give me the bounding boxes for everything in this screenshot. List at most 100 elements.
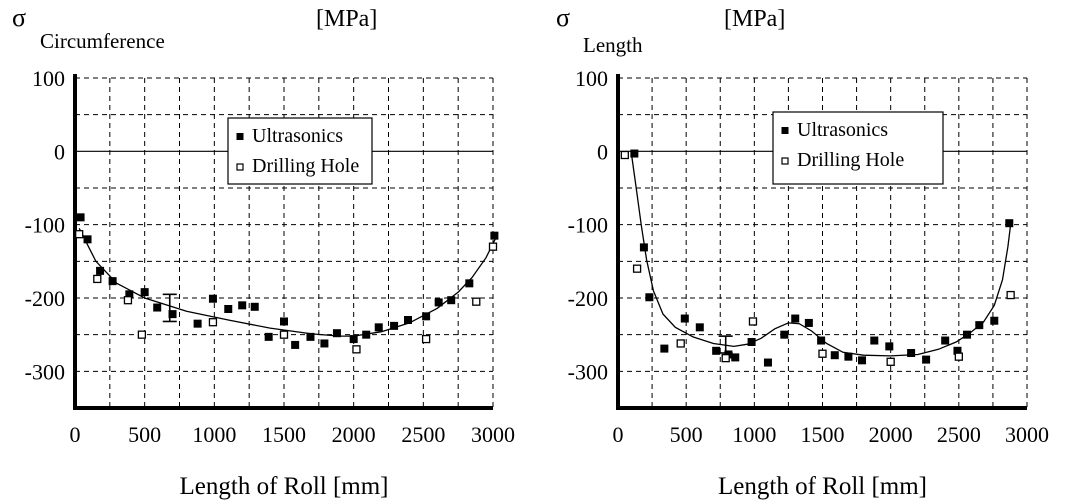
x-tick-label: 1000 xyxy=(192,422,236,447)
data-point-ultrasonics xyxy=(238,301,247,310)
data-point-ultrasonics xyxy=(349,335,358,344)
data-point-drilling-hole xyxy=(488,242,498,251)
x-tick-label: 2000 xyxy=(869,422,913,447)
fit-curve xyxy=(630,154,1012,357)
data-point-drilling-hole xyxy=(721,353,730,363)
data-point-ultrasonics xyxy=(362,330,371,339)
data-point-drilling-hole xyxy=(676,339,685,348)
data-point-ultrasonics xyxy=(422,312,431,321)
x-tick-label: 1500 xyxy=(801,422,845,447)
data-point-ultrasonics xyxy=(465,279,474,288)
data-point-ultrasonics xyxy=(941,336,950,345)
data-point-ultrasonics xyxy=(250,302,259,311)
x-tick-label: 500 xyxy=(128,422,161,447)
y-tick-label: -200 xyxy=(568,286,608,311)
data-point-drilling-hole xyxy=(137,330,147,339)
legend-marker-drilling-hole xyxy=(781,157,789,165)
data-point-ultrasonics xyxy=(780,330,789,339)
data-point-ultrasonics xyxy=(306,332,315,341)
data-point-ultrasonics xyxy=(83,235,92,244)
data-point-ultrasonics xyxy=(264,332,273,341)
data-point-ultrasonics xyxy=(630,149,639,158)
legend-box xyxy=(772,111,944,185)
legend-label: Ultrasonics xyxy=(797,119,888,141)
y-tick-label: -300 xyxy=(25,359,65,384)
series-ultrasonics xyxy=(76,213,499,349)
data-point-drilling-hole xyxy=(886,357,895,366)
x-tick-label: 2500 xyxy=(937,422,981,447)
x-tick-label: 500 xyxy=(670,422,703,447)
y-tick-label: -300 xyxy=(568,359,608,384)
y-axis-subscript: Length xyxy=(583,33,643,57)
legend-label: Drilling Hole xyxy=(252,155,359,177)
data-point-ultrasonics xyxy=(858,356,867,365)
data-point-ultrasonics xyxy=(817,336,826,345)
data-point-ultrasonics xyxy=(291,340,300,349)
data-point-ultrasonics xyxy=(763,358,772,367)
y-tick-label: 0 xyxy=(54,139,65,164)
sigma-symbol: σ xyxy=(556,3,570,32)
data-point-ultrasonics xyxy=(404,316,413,324)
x-tick-label: 3000 xyxy=(471,422,515,447)
legend: Ultrasonics Drilling Hole xyxy=(227,117,373,185)
data-point-ultrasonics xyxy=(639,243,648,252)
data-point-ultrasonics xyxy=(96,266,105,275)
data-point-ultrasonics xyxy=(168,310,177,319)
data-point-drilling-hole xyxy=(75,230,84,239)
data-point-drilling-hole xyxy=(421,334,431,344)
chart-circumference: 1000-100-200-3000 500 1000 1500 2000 2500 3000… xyxy=(12,3,515,500)
x-tick-label: 2500 xyxy=(401,422,445,447)
data-point-ultrasonics xyxy=(224,305,233,313)
x-tick-label: 2000 xyxy=(332,422,376,447)
y-tick-label: 0 xyxy=(597,139,608,164)
unit-label: [MPa] xyxy=(316,6,377,32)
data-point-ultrasonics xyxy=(804,318,813,327)
chart-length: 1000-100-200-3000 500 1000 1500 2000 2500 3000… xyxy=(556,3,1049,500)
data-point-drilling-hole xyxy=(748,317,758,326)
legend-box xyxy=(227,117,373,185)
data-point-ultrasonics xyxy=(953,346,962,355)
data-point-drilling-hole xyxy=(93,274,102,284)
data-point-drilling-hole xyxy=(123,296,133,305)
data-point-ultrasonics xyxy=(332,329,341,338)
data-point-ultrasonics xyxy=(645,293,654,302)
x-tick-label: 0 xyxy=(613,422,624,447)
data-point-ultrasonics xyxy=(76,213,85,222)
data-point-ultrasonics xyxy=(208,294,217,303)
data-point-drilling-hole xyxy=(620,150,629,160)
data-point-ultrasonics xyxy=(712,346,721,355)
legend-label: Ultrasonics xyxy=(252,125,343,147)
data-point-ultrasonics xyxy=(975,321,984,330)
data-point-ultrasonics xyxy=(844,352,853,361)
data-point-ultrasonics xyxy=(660,344,669,353)
legend: Ultrasonics Drilling Hole xyxy=(772,111,944,185)
data-point-ultrasonics xyxy=(870,336,879,345)
data-point-ultrasonics xyxy=(680,314,689,323)
y-axis-subscript: Circumference xyxy=(40,29,165,53)
data-point-ultrasonics xyxy=(731,353,740,362)
data-point-ultrasonics xyxy=(108,277,117,286)
y-tick-label: 100 xyxy=(575,66,608,91)
legend-marker-ultrasonics xyxy=(236,133,244,140)
data-point-drilling-hole xyxy=(632,264,642,273)
legend-marker-ultrasonics xyxy=(781,127,789,134)
data-point-ultrasonics xyxy=(963,330,972,339)
data-point-ultrasonics xyxy=(140,288,149,297)
y-tick-label: -100 xyxy=(568,213,608,238)
data-point-ultrasonics xyxy=(907,349,916,357)
x-tick-label: 1000 xyxy=(732,422,776,447)
data-point-drilling-hole xyxy=(954,352,963,361)
data-point-drilling-hole xyxy=(472,297,481,306)
y-tick-label: -100 xyxy=(25,213,65,238)
data-point-ultrasonics xyxy=(390,321,399,330)
data-point-ultrasonics xyxy=(791,314,800,323)
x-tick-label: 0 xyxy=(70,422,81,447)
data-point-ultrasonics xyxy=(990,316,999,325)
legend-marker-drilling-hole xyxy=(236,163,244,171)
data-point-ultrasonics xyxy=(193,319,202,328)
data-point-ultrasonics xyxy=(922,355,931,364)
series-drilling-hole xyxy=(75,230,498,354)
x-tick-label: 1500 xyxy=(262,422,306,447)
data-point-ultrasonics xyxy=(885,342,894,351)
